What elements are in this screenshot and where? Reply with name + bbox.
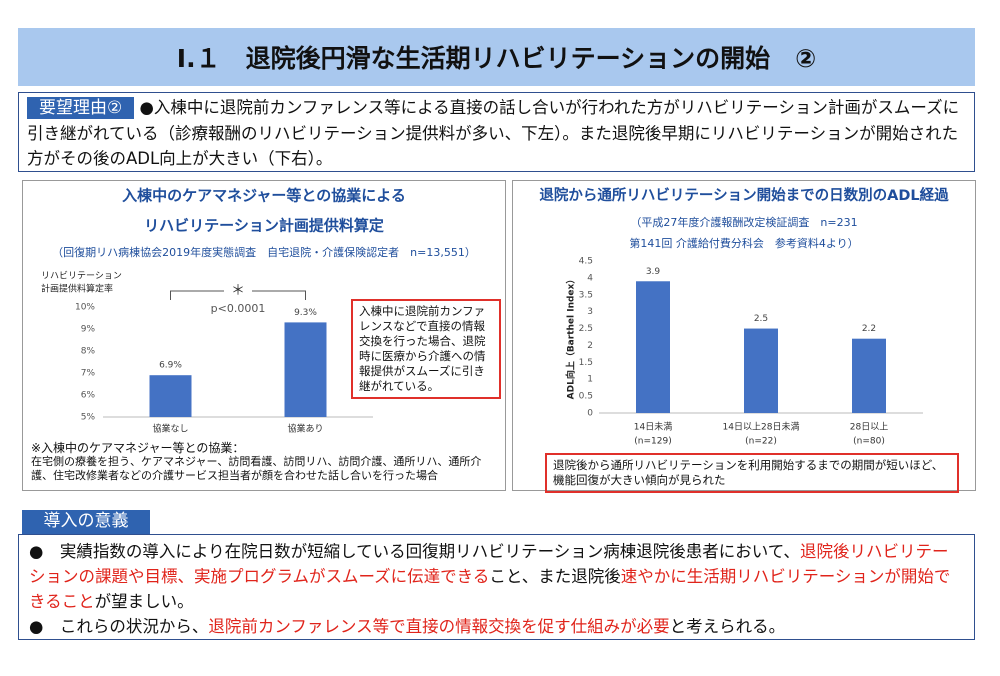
annotation: ＊	[231, 283, 245, 299]
y-tick-label: 4	[587, 273, 593, 283]
y-tick-label: 1	[587, 375, 593, 385]
x-tick-label: 協業なし	[152, 423, 188, 435]
chart-title: 入棟中のケアマネジャー等との協業による	[122, 187, 406, 205]
x-tick-note: (n=22)	[745, 437, 777, 447]
bullet-text: ● 実績指数の導入により在院日数が短縮している回復期リハビリテーション病棟退院後…	[29, 542, 800, 561]
right-chart: 退院から通所リハビリテーション開始までの日数別のADL経過 （平成27年度介護報酬…	[539, 186, 949, 447]
annotation: p<0.0001	[211, 302, 266, 315]
emphasis-text: 速やかに生活期リハビリテーションが開始できること	[29, 567, 951, 611]
chart-title: 退院から通所リハビリテーション開始までの日数別のADL経過	[539, 186, 949, 204]
bullet-text: が望ましい。	[94, 592, 194, 611]
y-axis-label: 計画提供料算定率	[41, 283, 113, 295]
left-note: 入棟中に退院前カンファレンスなどで直接の情報交換を行った場合、退院時に医療から介…	[351, 299, 501, 399]
y-tick-label: 1.5	[579, 358, 593, 368]
bar	[284, 322, 327, 417]
y-tick-label: 9%	[81, 325, 96, 335]
chart-source: （平成27年度介護報酬改定検証調査 n=231	[630, 215, 857, 229]
x-tick-label: 協業あり	[287, 423, 323, 435]
y-tick-label: 2.5	[579, 324, 593, 334]
emphasis-text: 退院後リハビリテーションの課題や目標、実施プログラムがスムーズに伝達できる	[29, 542, 949, 586]
value-label: 6.9%	[159, 361, 182, 371]
bullet-text: と考えられる。	[669, 617, 786, 636]
y-tick-label: 2	[587, 341, 593, 351]
y-tick-label: 4.5	[579, 257, 593, 267]
bullet: ● これらの状況から、退院前カンファレンス等で直接の情報交換を促す仕組みが必要と…	[29, 614, 964, 639]
value-label: 2.5	[754, 314, 768, 324]
chart-source: 第141回 介護給付費分科会 参考資料4より）	[629, 236, 858, 250]
right-panel: 退院から通所リハビリテーション開始までの日数別のADL経過 （平成27年度介護報酬…	[512, 180, 976, 493]
y-tick-label: 10%	[75, 303, 95, 313]
header-title: Ⅰ.１ 退院後円滑な生活期リハビリテーションの開始 ②	[18, 28, 975, 86]
bullet-text: こと、また退院後	[489, 567, 621, 586]
bullet: ● 実績指数の導入により在院日数が短縮している回復期リハビリテーション病棟退院後…	[29, 539, 964, 614]
y-tick-label: 8%	[81, 347, 96, 357]
y-tick-label: 0.5	[579, 392, 593, 402]
x-tick-label: 14日以上28日未満	[723, 421, 800, 433]
reason-box: 要望理由② ●入棟中に退院前カンファレンス等による直接の話し合いが行われた方がリ…	[18, 92, 975, 172]
significance-box: ● 実績指数の導入により在院日数が短縮している回復期リハビリテーション病棟退院後…	[18, 534, 975, 640]
y-tick-label: 6%	[81, 391, 96, 401]
y-tick-label: 7%	[81, 369, 96, 379]
bar	[744, 328, 778, 413]
x-tick-label: 28日以上	[850, 422, 888, 433]
value-label: 2.2	[862, 324, 876, 334]
bar	[852, 338, 886, 413]
bullet-text: ● これらの状況から、	[29, 617, 209, 636]
x-tick-label: 14日未満	[634, 421, 672, 433]
footnote: ※入棟中のケアマネジャー等との協業： 在宅側の療養を担う、ケアマネジャー、訪問看…	[31, 441, 501, 483]
significance-label: 導入の意義	[22, 510, 150, 534]
y-tick-label: 5%	[81, 413, 96, 423]
y-axis-label: ADL向上（Barthel Index）	[565, 275, 577, 400]
chart-source: （回復期リハ病棟協会2019年度実態調査 自宅退院・介護保険認定者 n=13,5…	[52, 245, 476, 259]
y-tick-label: 3.5	[579, 290, 593, 300]
y-tick-label: 0	[587, 409, 593, 419]
footnote-text: 在宅側の療養を担う、ケアマネジャー、訪問看護、訪問リハ、訪問介護、通所リハ、通所…	[31, 455, 482, 482]
bar	[149, 375, 192, 417]
left-panel: 入棟中のケアマネジャー等との協業による リハビリテーション計画提供料算定 （回復期リ…	[22, 180, 506, 491]
emphasis-text: 退院前カンファレンス等で直接の情報交換を促す仕組みが必要	[208, 617, 670, 636]
value-label: 3.9	[646, 267, 661, 277]
reason-label: 要望理由②	[27, 97, 135, 119]
y-tick-label: 3	[587, 307, 593, 317]
footnote-title: ※入棟中のケアマネジャー等との協業：	[31, 441, 245, 455]
y-axis-label: リハビリテーション	[41, 271, 122, 282]
value-label: 9.3%	[294, 308, 317, 318]
significance-bracket	[170, 290, 306, 300]
right-note: 退院後から通所リハビリテーションを利用開始するまでの期間が短いほど、機能回復が大…	[545, 453, 959, 493]
x-tick-note: (n=80)	[853, 437, 885, 447]
reason-text: ●入棟中に退院前カンファレンス等による直接の話し合いが行われた方がリハビリテーシ…	[27, 98, 960, 168]
chart-title: リハビリテーション計画提供料算定	[144, 217, 384, 235]
bar	[636, 281, 670, 413]
x-tick-note: (n=129)	[634, 437, 671, 447]
